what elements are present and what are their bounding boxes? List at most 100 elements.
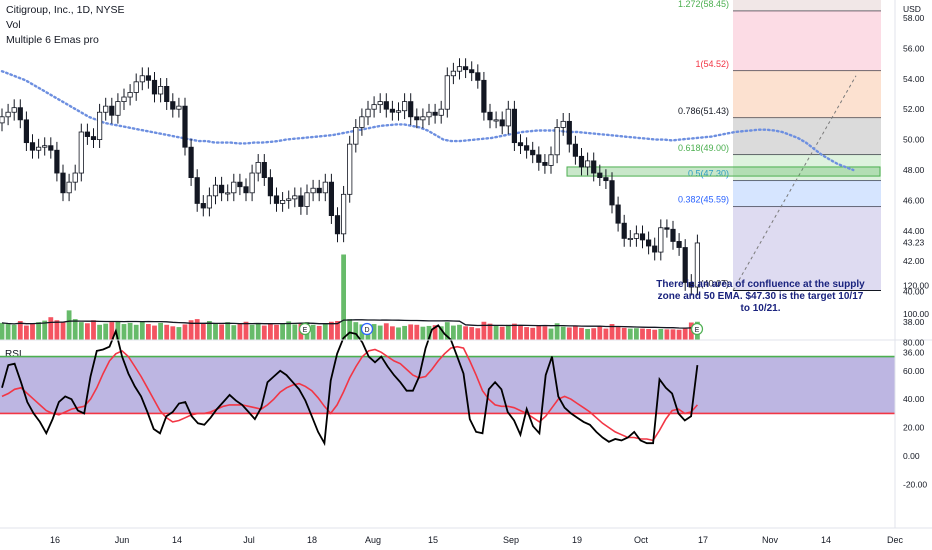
rsi-tick-label: -20.00 [903,479,927,489]
fibonacci-retracement[interactable]: 1.272(58.45) 1(54.52) 0.786(51.43) 0.618(49… [678,0,881,292]
rsi-tick-label: 120.00 [903,281,929,291]
volume-indicator-label[interactable]: Vol [6,19,21,31]
candle-body [450,70,457,77]
candle-body [359,116,365,128]
dividend-marker[interactable] [360,322,374,336]
candle-body [469,69,475,74]
price-tick-label: 46.00 [903,195,925,205]
volume-bar [652,329,658,340]
volume-bar [487,323,493,340]
volume-bar [91,320,96,340]
chart-annotation[interactable]: There is an area of confluence at the su… [656,279,865,314]
volume-bar [5,324,11,340]
earnings-marker[interactable] [298,322,312,336]
rsi-pane: RSI [0,324,895,447]
volume-bar [225,322,231,340]
candle-body [444,75,450,110]
candle-body [334,215,341,235]
ema-indicator-label[interactable]: Multiple 6 Emas pro [6,34,99,46]
volume-bar [438,326,444,340]
time-tick-label: 14 [172,535,182,545]
volume-bar [255,322,261,340]
last-price-label: 43.23 [903,238,925,248]
supply-zone-rect[interactable] [566,166,881,177]
volume-bar [48,317,54,340]
volume-bar [402,325,407,340]
time-tick-label: Jul [243,535,255,545]
candle-body [298,195,304,207]
candle-body [371,104,377,110]
volume-bar [505,324,511,340]
candle-body [481,79,487,113]
candle-body [560,120,566,128]
volume-bar [414,324,420,340]
volume-bar [499,326,505,340]
price-tick-label: 40.00 [903,287,925,297]
volume-bar [573,326,578,340]
volume-bar [597,325,603,340]
volume-bar [585,328,590,340]
time-tick-label: 18 [307,535,317,545]
candle-body [591,160,597,174]
volume-bar [243,321,249,340]
candle-body [151,79,158,95]
candle-body [572,143,579,157]
fib-level-label: 1(54.52) [695,59,729,69]
candle-body [212,184,219,197]
rsi-title[interactable]: RSI [5,349,22,360]
volume-bar [24,325,29,340]
price-tick-label: 56.00 [903,43,925,53]
currency-label[interactable]: USD [903,4,921,14]
candle-body [566,120,572,145]
event-marker-letter: D [364,327,369,334]
candle-body [603,177,609,182]
candle-body [383,101,389,110]
candle-body [188,146,194,178]
candle-body [456,66,463,72]
supply-zone[interactable] [566,166,881,177]
time-tick-label: 17 [698,535,708,545]
volume-bar [207,321,212,340]
fib-zone-fill [733,11,881,71]
volume-bar [377,325,383,340]
candle-body [682,247,688,283]
volume-bar [579,327,584,340]
candle-body [310,187,316,194]
candle-body [340,193,347,235]
fib-level-label: 0.5(47.30) [688,169,729,179]
candle-body [286,198,292,201]
volume-bar [36,322,41,340]
volume-bar [139,321,145,340]
volume-bar [329,321,334,340]
time-tick-label: Aug [365,535,381,545]
volume-bar [609,324,615,340]
candle-body [652,245,658,253]
fib-level-label: 1.272(58.45) [678,0,729,9]
volume-bar [591,328,597,340]
volume-bar [176,327,182,340]
volume-bar [292,324,298,340]
rsi-tick-label: 0.00 [903,451,920,461]
candle-body [426,111,432,118]
volume-bar [640,328,645,340]
candle-body [670,228,676,242]
candle-body [225,192,231,195]
earnings-marker[interactable] [690,322,704,336]
volume-bar [548,328,554,340]
volume-bar [164,324,170,340]
time-tick-label: Nov [762,535,779,545]
candle-body [42,145,48,148]
candle-body [5,111,11,118]
fib-level-label: 0.382(45.59) [678,195,729,205]
volume-bar [182,324,188,340]
candle-body [462,66,469,71]
time-tick-label: Sep [503,535,519,545]
fib-level-label: 0(40.07) [695,279,729,289]
volume-bar [554,323,560,340]
candle-body [554,127,560,156]
volume-bar [188,320,194,340]
symbol-title[interactable]: Citigroup, Inc., 1D, NYSE [6,4,125,16]
volume-bar [237,324,243,340]
volume-moving-average [1,319,698,329]
